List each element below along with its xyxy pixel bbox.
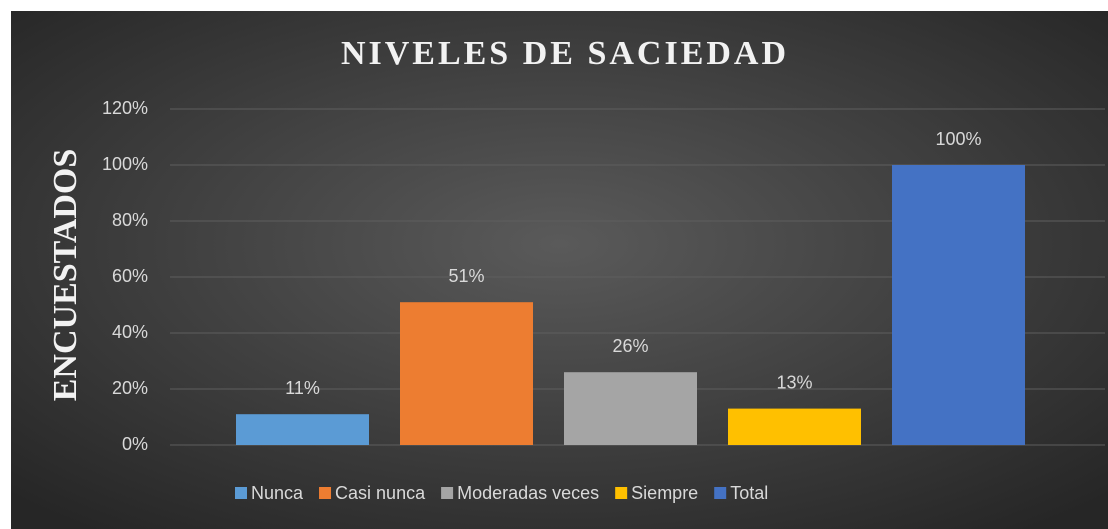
legend-label: Total	[730, 483, 768, 503]
data-label: 51%	[448, 266, 484, 286]
bar	[728, 408, 861, 445]
legend-swatch	[319, 487, 332, 499]
data-label: 26%	[612, 336, 648, 356]
data-label: 11%	[285, 378, 320, 398]
data-label: 100%	[935, 129, 981, 149]
y-tick-label: 120%	[102, 98, 148, 118]
bar	[564, 372, 697, 445]
y-tick-label: 40%	[112, 322, 148, 342]
legend-swatch	[441, 487, 454, 499]
legend-swatch	[714, 487, 727, 499]
legend-label: Nunca	[251, 483, 304, 503]
legend-swatch	[235, 487, 247, 499]
y-tick-label: 0%	[122, 434, 148, 454]
y-tick-label: 100%	[102, 154, 148, 174]
legend-label: Siempre	[631, 483, 698, 503]
bar	[236, 414, 369, 445]
data-label: 13%	[776, 372, 812, 392]
bar	[892, 165, 1025, 445]
bar	[400, 302, 533, 445]
y-tick-label: 80%	[112, 210, 148, 230]
legend-label: Casi nunca	[335, 483, 426, 503]
y-tick-label: 20%	[112, 378, 148, 398]
y-tick-label: 60%	[112, 266, 148, 286]
y-axis-label: ENCUESTADOS	[47, 149, 84, 402]
chart-title: NIVELES DE SACIEDAD	[341, 35, 789, 72]
legend-swatch	[615, 487, 628, 499]
legend-label: Moderadas veces	[457, 483, 599, 503]
